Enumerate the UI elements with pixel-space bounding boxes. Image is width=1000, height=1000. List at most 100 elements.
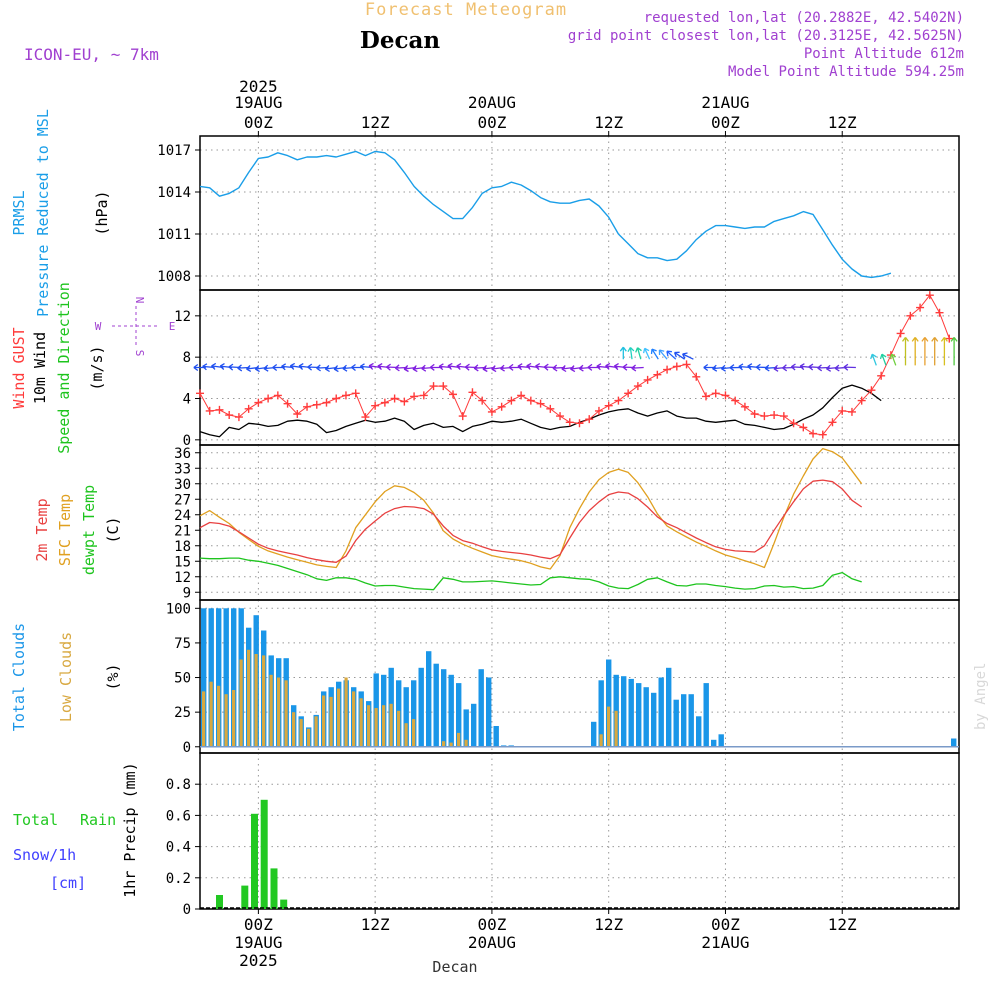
- top-time-label: 12Z: [594, 113, 623, 132]
- low-clouds-bar: [262, 655, 266, 747]
- wind-gust-marker: [196, 389, 204, 398]
- wind-gust-marker: [351, 389, 360, 398]
- temp-unit-label: (C): [104, 516, 122, 543]
- y-tick-label: 50: [174, 671, 191, 687]
- wind-gust-marker: [497, 402, 506, 411]
- low-clouds-label: Low Clouds: [57, 632, 75, 722]
- wind-gust-marker: [906, 311, 915, 320]
- low-clouds-bar: [314, 716, 318, 747]
- wind-gust-marker: [809, 429, 818, 438]
- y-tick-label: 1008: [157, 269, 191, 285]
- total-clouds-bar: [658, 677, 664, 747]
- low-clouds-bar: [269, 674, 273, 747]
- location-title: Decan: [360, 27, 440, 54]
- wind-gust-marker: [624, 389, 633, 398]
- low-clouds-bar: [254, 654, 258, 747]
- wind-gust-marker: [380, 398, 389, 407]
- wind-direction-arrow: [870, 353, 877, 366]
- rain-bar: [251, 813, 258, 909]
- total-clouds-bar: [711, 739, 717, 747]
- wind-gust-marker: [643, 375, 652, 384]
- top-time-label: 00Z: [477, 113, 506, 132]
- y-tick-label: 0.2: [166, 871, 191, 887]
- y-tick-label: 0.6: [166, 808, 191, 824]
- bottom-time-label: 00Z: [244, 915, 273, 934]
- wind-gust-marker: [400, 397, 409, 406]
- low-clouds-bar: [599, 734, 603, 747]
- dewpt-series-line: [199, 557, 862, 591]
- total-clouds-bar: [463, 709, 469, 747]
- wind-gust-marker: [663, 365, 672, 374]
- wind-gust-marker: [575, 419, 584, 428]
- model-point-altitude: Model Point Altitude 594.25m: [728, 64, 964, 80]
- wind-gust-marker: [361, 413, 370, 422]
- wind-gust-marker: [478, 396, 487, 405]
- y-tick-label: 8: [183, 350, 191, 366]
- wind-gust-marker: [234, 413, 243, 422]
- total-clouds-bar: [643, 687, 649, 747]
- snow-label: Snow/1h: [13, 846, 76, 864]
- wind-gust-marker: [429, 382, 438, 391]
- total-clouds-bar: [486, 677, 492, 747]
- y-tick-label: 4: [183, 392, 191, 408]
- sfc-temp-series-line: [199, 447, 863, 570]
- low-clouds-bar: [359, 698, 363, 747]
- wind-direction-arrow: [901, 337, 910, 366]
- rain-bar: [270, 868, 278, 909]
- low-clouds-bar: [344, 677, 348, 747]
- wind-gust-marker: [225, 411, 234, 420]
- wind-gust-marker: [789, 419, 798, 428]
- rain-bar: [216, 895, 223, 909]
- y-tick-label: 12: [174, 309, 191, 325]
- total-clouds-bar: [591, 721, 597, 747]
- low-clouds-bar: [442, 741, 446, 747]
- total-clouds-bar: [411, 680, 417, 747]
- y-tick-label: 0.8: [166, 777, 191, 793]
- wind-direction-arrow: [635, 347, 642, 360]
- wind-gust-marker: [721, 391, 730, 400]
- wind-direction-arrow: [911, 337, 919, 366]
- wind-direction-arrow: [642, 347, 651, 360]
- wind-gust-marker: [341, 391, 350, 400]
- wind-direction-arrow: [843, 363, 856, 371]
- total-clouds-bar: [208, 608, 214, 747]
- wind-gust-marker: [692, 372, 701, 381]
- bottom-time-label: 00Z: [711, 915, 740, 934]
- wind-direction-arrow: [950, 337, 958, 366]
- y-tick-label: 21: [174, 523, 191, 539]
- wind-direction-arrow: [889, 353, 897, 366]
- low-clouds-bar: [322, 695, 326, 747]
- low-clouds-bar: [464, 739, 468, 747]
- rain-bar: [260, 799, 268, 909]
- top-time-label: 12Z: [828, 113, 857, 132]
- total-label: Total: [13, 811, 58, 829]
- low-clouds-bar: [389, 703, 393, 747]
- wind-gust-marker: [828, 418, 837, 427]
- temp-2m-series-line: [199, 479, 863, 563]
- low-clouds-bar: [614, 710, 618, 747]
- low-clouds-bar: [232, 690, 236, 747]
- wind-gust-marker: [614, 396, 623, 405]
- wind-speed-dir-label: Speed and Direction: [55, 282, 73, 454]
- wind-panel: 0 4 8 12 Wind GUST 10m Wind Speed and Directio…: [10, 282, 960, 454]
- model-label: ICON-EU, ~ 7km: [24, 45, 159, 64]
- wind-gust-marker: [507, 396, 516, 405]
- temp-sfc-label: SFC Temp: [56, 494, 74, 566]
- bottom-time-label: 19AUG: [234, 933, 282, 952]
- wind-gust-marker: [711, 389, 720, 398]
- snow-unit-label: [cm]: [50, 874, 86, 892]
- low-clouds-bar: [239, 659, 243, 747]
- total-clouds-bar: [681, 694, 687, 747]
- total-clouds-bar: [718, 734, 724, 747]
- y-tick-label: 0: [183, 740, 191, 756]
- pressure-series-line: [199, 150, 892, 279]
- low-clouds-bar: [449, 742, 453, 747]
- wind-gust-marker: [818, 430, 827, 439]
- top-time-label: 20AUG: [468, 93, 516, 112]
- wind-gust-marker: [293, 410, 302, 418]
- bottom-time-label: 00Z: [477, 915, 506, 934]
- bottom-time-label: 12Z: [594, 915, 623, 934]
- precip-unit-label: 1hr Precip (mm): [121, 762, 139, 897]
- y-tick-label: 75: [174, 636, 191, 652]
- pressure-label-msl: Pressure Reduced to MSL: [34, 109, 52, 317]
